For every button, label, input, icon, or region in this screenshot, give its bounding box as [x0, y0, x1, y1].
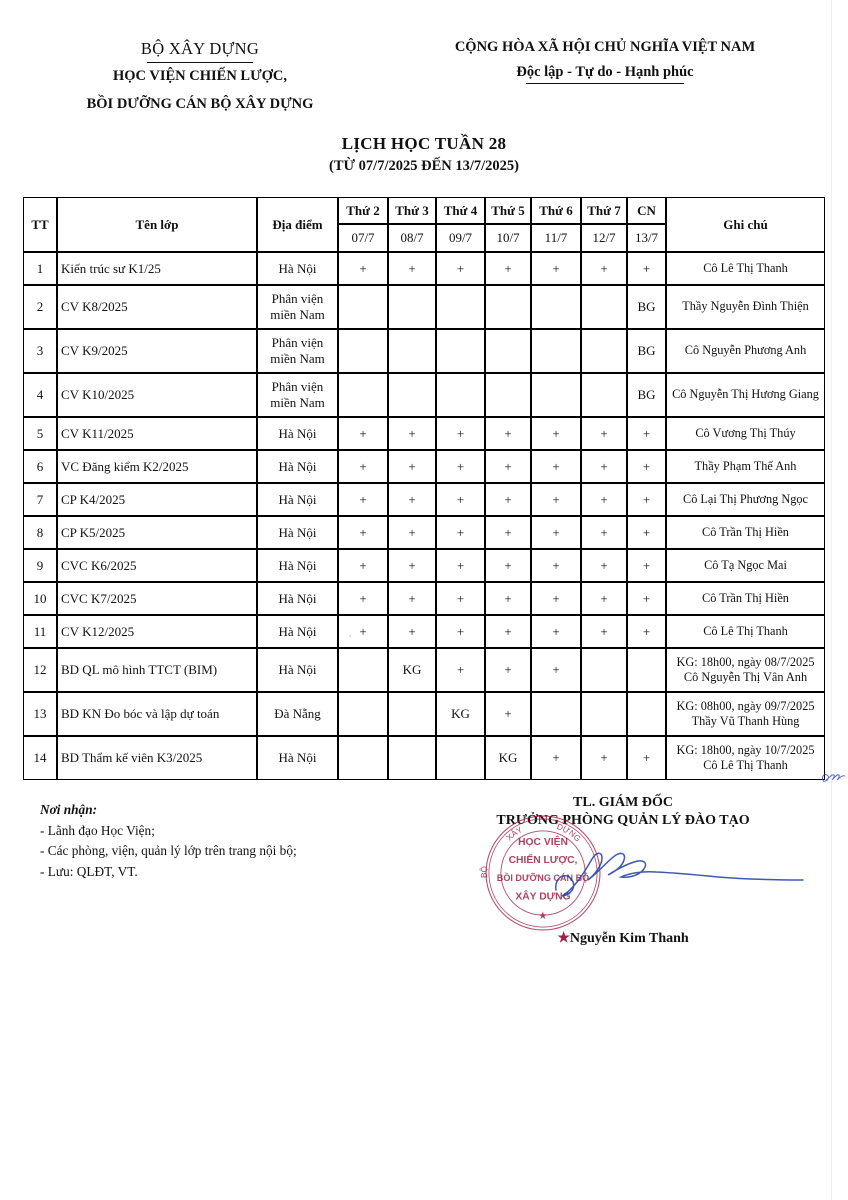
svg-text:★: ★ [538, 910, 548, 922]
svg-text:BỘ: BỘ [479, 865, 489, 878]
